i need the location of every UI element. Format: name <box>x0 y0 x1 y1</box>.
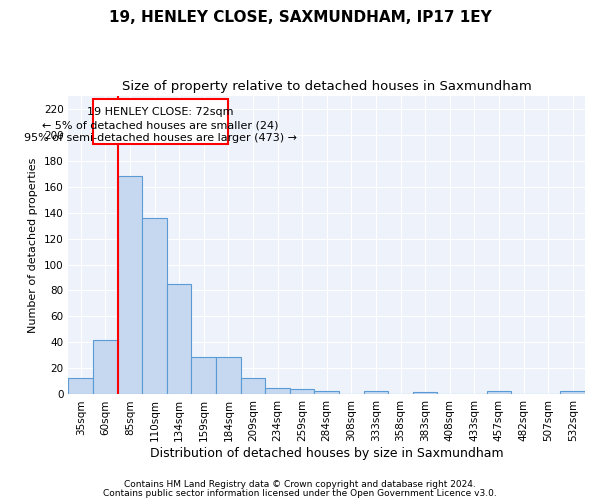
X-axis label: Distribution of detached houses by size in Saxmundham: Distribution of detached houses by size … <box>150 447 503 460</box>
Bar <box>191 357 216 395</box>
Text: 19 HENLEY CLOSE: 72sqm: 19 HENLEY CLOSE: 72sqm <box>88 107 234 117</box>
Bar <box>216 357 241 395</box>
Text: 19, HENLEY CLOSE, SAXMUNDHAM, IP17 1EY: 19, HENLEY CLOSE, SAXMUNDHAM, IP17 1EY <box>109 10 491 25</box>
Bar <box>241 378 265 394</box>
Bar <box>68 378 93 394</box>
Bar <box>290 390 314 394</box>
Text: Contains HM Land Registry data © Crown copyright and database right 2024.: Contains HM Land Registry data © Crown c… <box>124 480 476 489</box>
Title: Size of property relative to detached houses in Saxmundham: Size of property relative to detached ho… <box>122 80 532 93</box>
FancyBboxPatch shape <box>93 100 229 144</box>
Text: Contains public sector information licensed under the Open Government Licence v3: Contains public sector information licen… <box>103 488 497 498</box>
Bar <box>167 284 191 395</box>
Bar <box>118 176 142 394</box>
Bar <box>560 390 585 394</box>
Text: ← 5% of detached houses are smaller (24): ← 5% of detached houses are smaller (24) <box>43 120 279 130</box>
Bar <box>265 388 290 394</box>
Bar <box>413 392 437 394</box>
Bar <box>314 390 339 394</box>
Y-axis label: Number of detached properties: Number of detached properties <box>28 158 38 332</box>
Bar <box>142 218 167 394</box>
Bar <box>487 390 511 394</box>
Text: 95% of semi-detached houses are larger (473) →: 95% of semi-detached houses are larger (… <box>24 134 297 143</box>
Bar <box>364 390 388 394</box>
Bar <box>93 340 118 394</box>
